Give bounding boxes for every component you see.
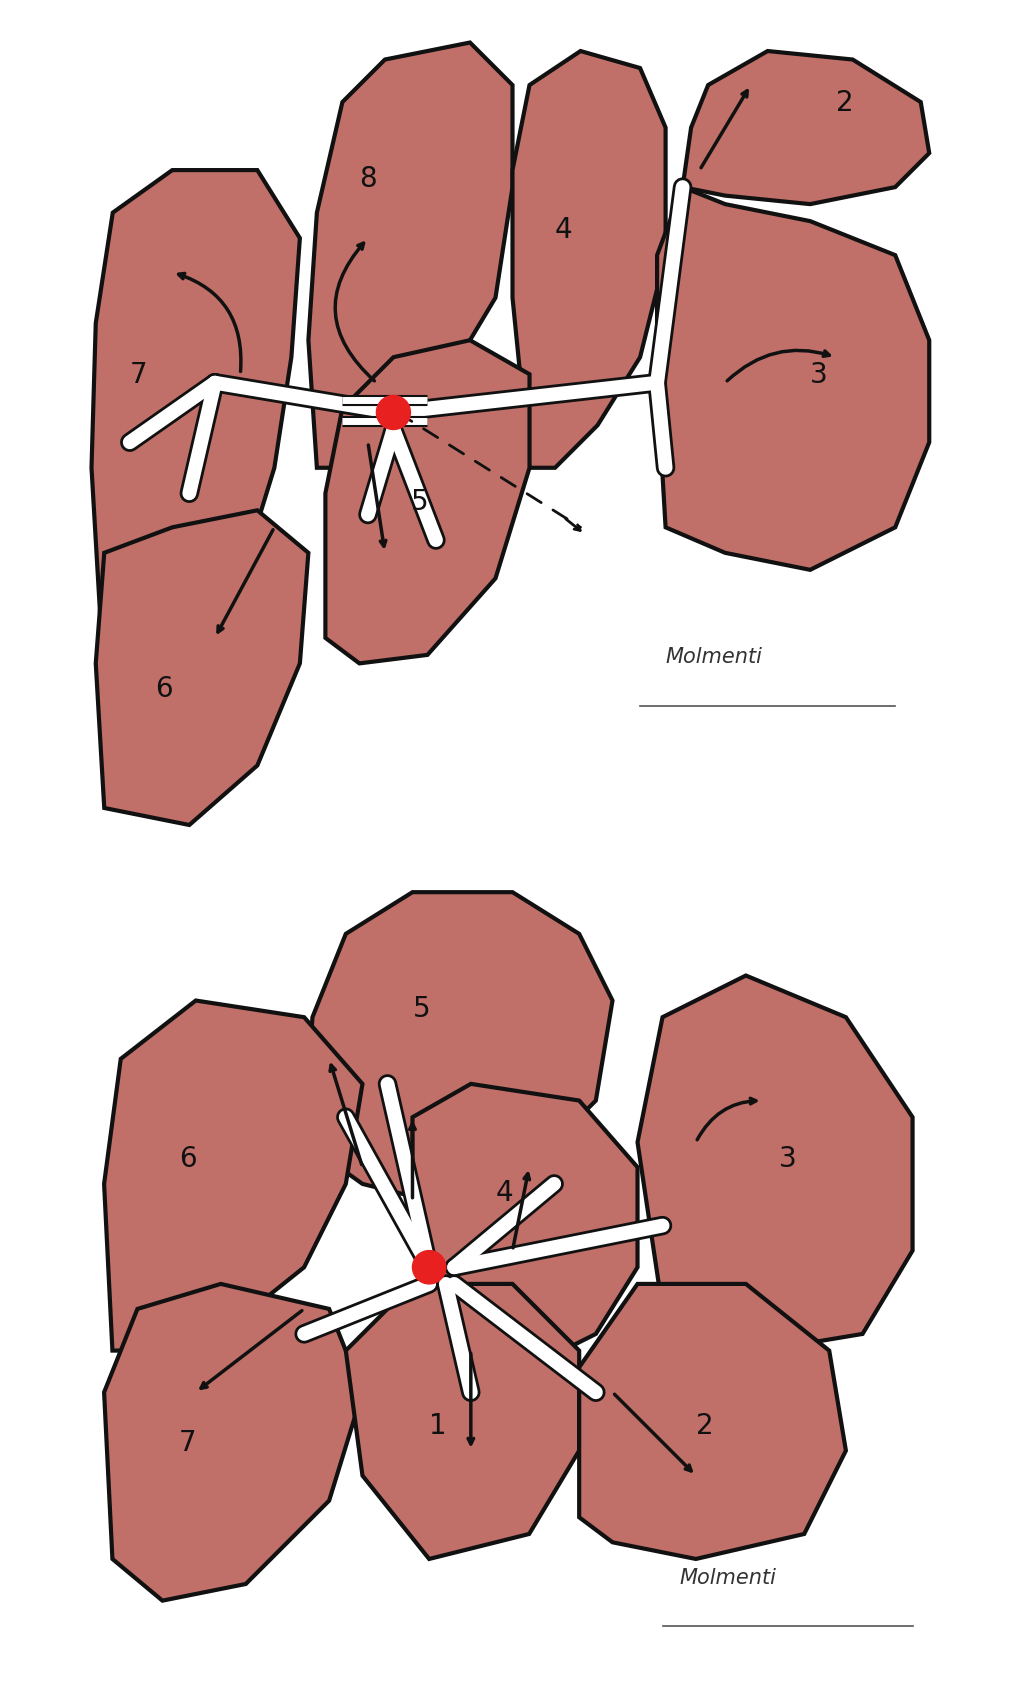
Text: Molmenti: Molmenti xyxy=(665,648,763,667)
Text: 2: 2 xyxy=(835,88,854,117)
Circle shape xyxy=(376,396,410,430)
Polygon shape xyxy=(91,170,300,638)
Text: 6: 6 xyxy=(156,675,173,704)
Text: 4: 4 xyxy=(555,216,573,245)
Text: 5: 5 xyxy=(412,995,430,1024)
Text: 5: 5 xyxy=(410,488,428,517)
Polygon shape xyxy=(105,1000,363,1351)
Polygon shape xyxy=(95,510,309,825)
Text: 3: 3 xyxy=(810,361,828,390)
Polygon shape xyxy=(683,51,930,204)
Text: 6: 6 xyxy=(179,1145,197,1174)
Polygon shape xyxy=(638,976,912,1351)
Polygon shape xyxy=(304,891,613,1201)
Text: 7: 7 xyxy=(130,361,148,390)
Polygon shape xyxy=(345,1284,579,1558)
Polygon shape xyxy=(105,1284,363,1601)
Polygon shape xyxy=(512,51,665,468)
Polygon shape xyxy=(657,187,930,570)
Circle shape xyxy=(412,1250,446,1284)
Text: 7: 7 xyxy=(179,1429,197,1456)
Text: 2: 2 xyxy=(696,1412,713,1441)
Text: Molmenti: Molmenti xyxy=(680,1568,776,1589)
Polygon shape xyxy=(579,1284,846,1558)
Text: 1: 1 xyxy=(429,1412,447,1441)
Text: 4: 4 xyxy=(496,1179,514,1206)
Text: 8: 8 xyxy=(360,165,377,194)
Polygon shape xyxy=(325,340,530,663)
Polygon shape xyxy=(309,43,512,468)
Text: 3: 3 xyxy=(779,1145,797,1174)
Polygon shape xyxy=(412,1084,638,1368)
